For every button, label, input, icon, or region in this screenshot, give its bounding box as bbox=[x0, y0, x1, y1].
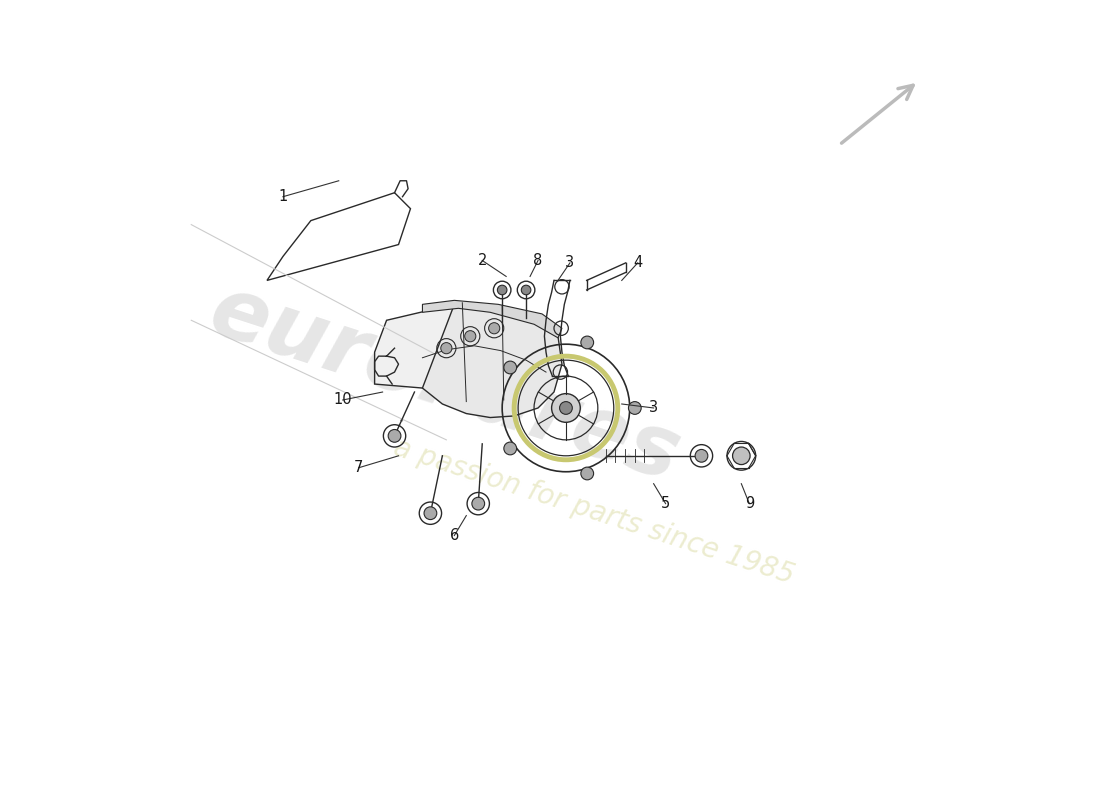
Circle shape bbox=[733, 447, 750, 465]
Text: euroPares: euroPares bbox=[199, 269, 690, 499]
Circle shape bbox=[551, 394, 581, 422]
Text: 3: 3 bbox=[565, 255, 574, 270]
Text: 10: 10 bbox=[333, 393, 352, 407]
Circle shape bbox=[424, 507, 437, 519]
Circle shape bbox=[504, 442, 517, 455]
Text: a passion for parts since 1985: a passion for parts since 1985 bbox=[390, 434, 798, 590]
Circle shape bbox=[464, 330, 476, 342]
Polygon shape bbox=[267, 193, 410, 281]
Text: 8: 8 bbox=[534, 253, 542, 268]
Circle shape bbox=[581, 467, 594, 480]
Polygon shape bbox=[422, 300, 562, 338]
Text: 1: 1 bbox=[278, 190, 287, 204]
Text: 9: 9 bbox=[745, 496, 754, 511]
Circle shape bbox=[628, 402, 641, 414]
Circle shape bbox=[388, 430, 400, 442]
Circle shape bbox=[504, 361, 517, 374]
Circle shape bbox=[581, 336, 594, 349]
Text: 7: 7 bbox=[354, 460, 363, 475]
Circle shape bbox=[497, 286, 507, 294]
Text: 6: 6 bbox=[450, 528, 459, 543]
Circle shape bbox=[472, 498, 485, 510]
Text: 3: 3 bbox=[649, 401, 658, 415]
Polygon shape bbox=[422, 304, 562, 418]
Circle shape bbox=[488, 322, 499, 334]
Text: 4: 4 bbox=[634, 255, 642, 270]
Text: 5: 5 bbox=[661, 496, 670, 511]
Circle shape bbox=[695, 450, 707, 462]
Polygon shape bbox=[375, 304, 503, 388]
Circle shape bbox=[441, 342, 452, 354]
Text: 2: 2 bbox=[477, 253, 487, 268]
Circle shape bbox=[560, 402, 572, 414]
Circle shape bbox=[521, 286, 531, 294]
